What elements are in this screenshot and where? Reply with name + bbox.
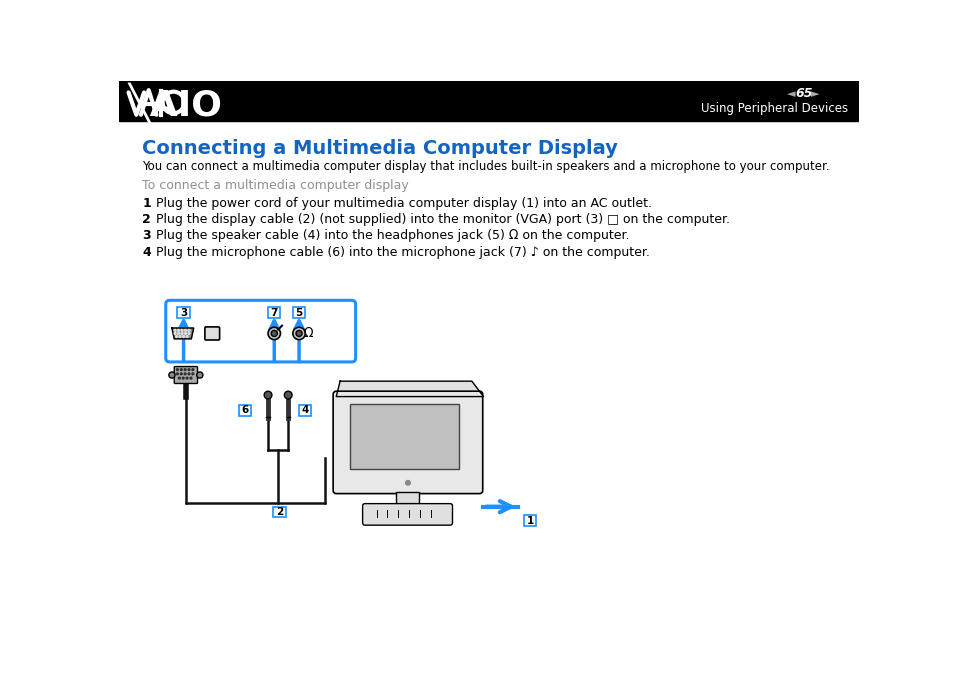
FancyBboxPatch shape [362, 503, 452, 525]
Circle shape [264, 391, 272, 399]
Polygon shape [335, 381, 483, 396]
Circle shape [182, 377, 184, 379]
FancyBboxPatch shape [293, 307, 305, 318]
Circle shape [175, 336, 177, 338]
Circle shape [188, 332, 190, 334]
Bar [395, 492, 418, 508]
Text: 3: 3 [142, 229, 151, 243]
Text: 3: 3 [180, 307, 187, 317]
FancyBboxPatch shape [523, 515, 536, 526]
FancyBboxPatch shape [333, 391, 482, 493]
Bar [350, 404, 458, 469]
Text: Using Peripheral Devices: Using Peripheral Devices [700, 102, 847, 115]
Text: 65: 65 [795, 88, 813, 100]
Text: 7: 7 [271, 307, 277, 317]
Text: ◄: ◄ [786, 89, 795, 99]
Text: Plug the display cable (2) (not supplied) into the monitor (VGA) port (3) □ on t: Plug the display cable (2) (not supplied… [156, 213, 730, 226]
Text: Plug the power cord of your multimedia computer display (1) into an AC outlet.: Plug the power cord of your multimedia c… [156, 197, 652, 210]
Circle shape [169, 372, 174, 378]
Text: ►: ► [810, 89, 819, 99]
Circle shape [271, 330, 277, 336]
Text: To connect a multimedia computer display: To connect a multimedia computer display [142, 179, 409, 193]
Circle shape [190, 377, 192, 379]
Text: 1: 1 [142, 197, 152, 210]
FancyBboxPatch shape [274, 507, 286, 518]
Circle shape [184, 373, 186, 375]
Circle shape [196, 372, 203, 378]
Circle shape [186, 377, 188, 379]
Text: Plug the microphone cable (6) into the microphone jack (7) ♪ on the computer.: Plug the microphone cable (6) into the m… [156, 245, 650, 259]
Text: 4: 4 [142, 245, 152, 259]
Circle shape [181, 330, 183, 332]
Text: Plug the speaker cable (4) into the headphones jack (5) Ω on the computer.: Plug the speaker cable (4) into the head… [156, 229, 629, 243]
Circle shape [174, 330, 175, 332]
Circle shape [284, 391, 292, 399]
Circle shape [293, 328, 305, 340]
Text: 1: 1 [526, 516, 533, 526]
Circle shape [268, 328, 280, 340]
Polygon shape [172, 328, 193, 339]
Circle shape [176, 373, 178, 375]
Circle shape [177, 330, 179, 332]
FancyBboxPatch shape [166, 301, 355, 362]
Circle shape [174, 332, 175, 334]
Circle shape [177, 332, 179, 334]
Circle shape [180, 369, 182, 371]
Bar [119, 81, 858, 121]
Circle shape [184, 369, 186, 371]
Text: Ω: Ω [303, 327, 313, 340]
Circle shape [192, 369, 193, 371]
Text: 2: 2 [275, 507, 283, 517]
FancyBboxPatch shape [205, 327, 219, 340]
FancyBboxPatch shape [238, 405, 251, 416]
Text: 2: 2 [142, 213, 152, 226]
FancyBboxPatch shape [298, 405, 311, 416]
Circle shape [180, 373, 182, 375]
Circle shape [179, 336, 181, 338]
Circle shape [184, 330, 186, 332]
Text: 4: 4 [301, 406, 309, 415]
Circle shape [188, 330, 190, 332]
Text: 6: 6 [241, 406, 248, 415]
Circle shape [295, 330, 302, 336]
Circle shape [184, 332, 186, 334]
Circle shape [181, 332, 183, 334]
Text: Connecting a Multimedia Computer Display: Connecting a Multimedia Computer Display [142, 140, 618, 158]
FancyBboxPatch shape [268, 307, 280, 318]
Circle shape [192, 373, 193, 375]
Circle shape [178, 377, 180, 379]
Circle shape [405, 481, 410, 485]
Text: ╲AIO: ╲AIO [129, 83, 222, 125]
Circle shape [182, 336, 184, 338]
Circle shape [188, 373, 190, 375]
Text: 5: 5 [295, 307, 302, 317]
Circle shape [188, 369, 190, 371]
Circle shape [176, 369, 178, 371]
FancyBboxPatch shape [174, 367, 197, 384]
FancyBboxPatch shape [177, 307, 190, 318]
Circle shape [186, 336, 188, 338]
Text: You can connect a multimedia computer display that includes built-in speakers an: You can connect a multimedia computer di… [142, 160, 829, 173]
